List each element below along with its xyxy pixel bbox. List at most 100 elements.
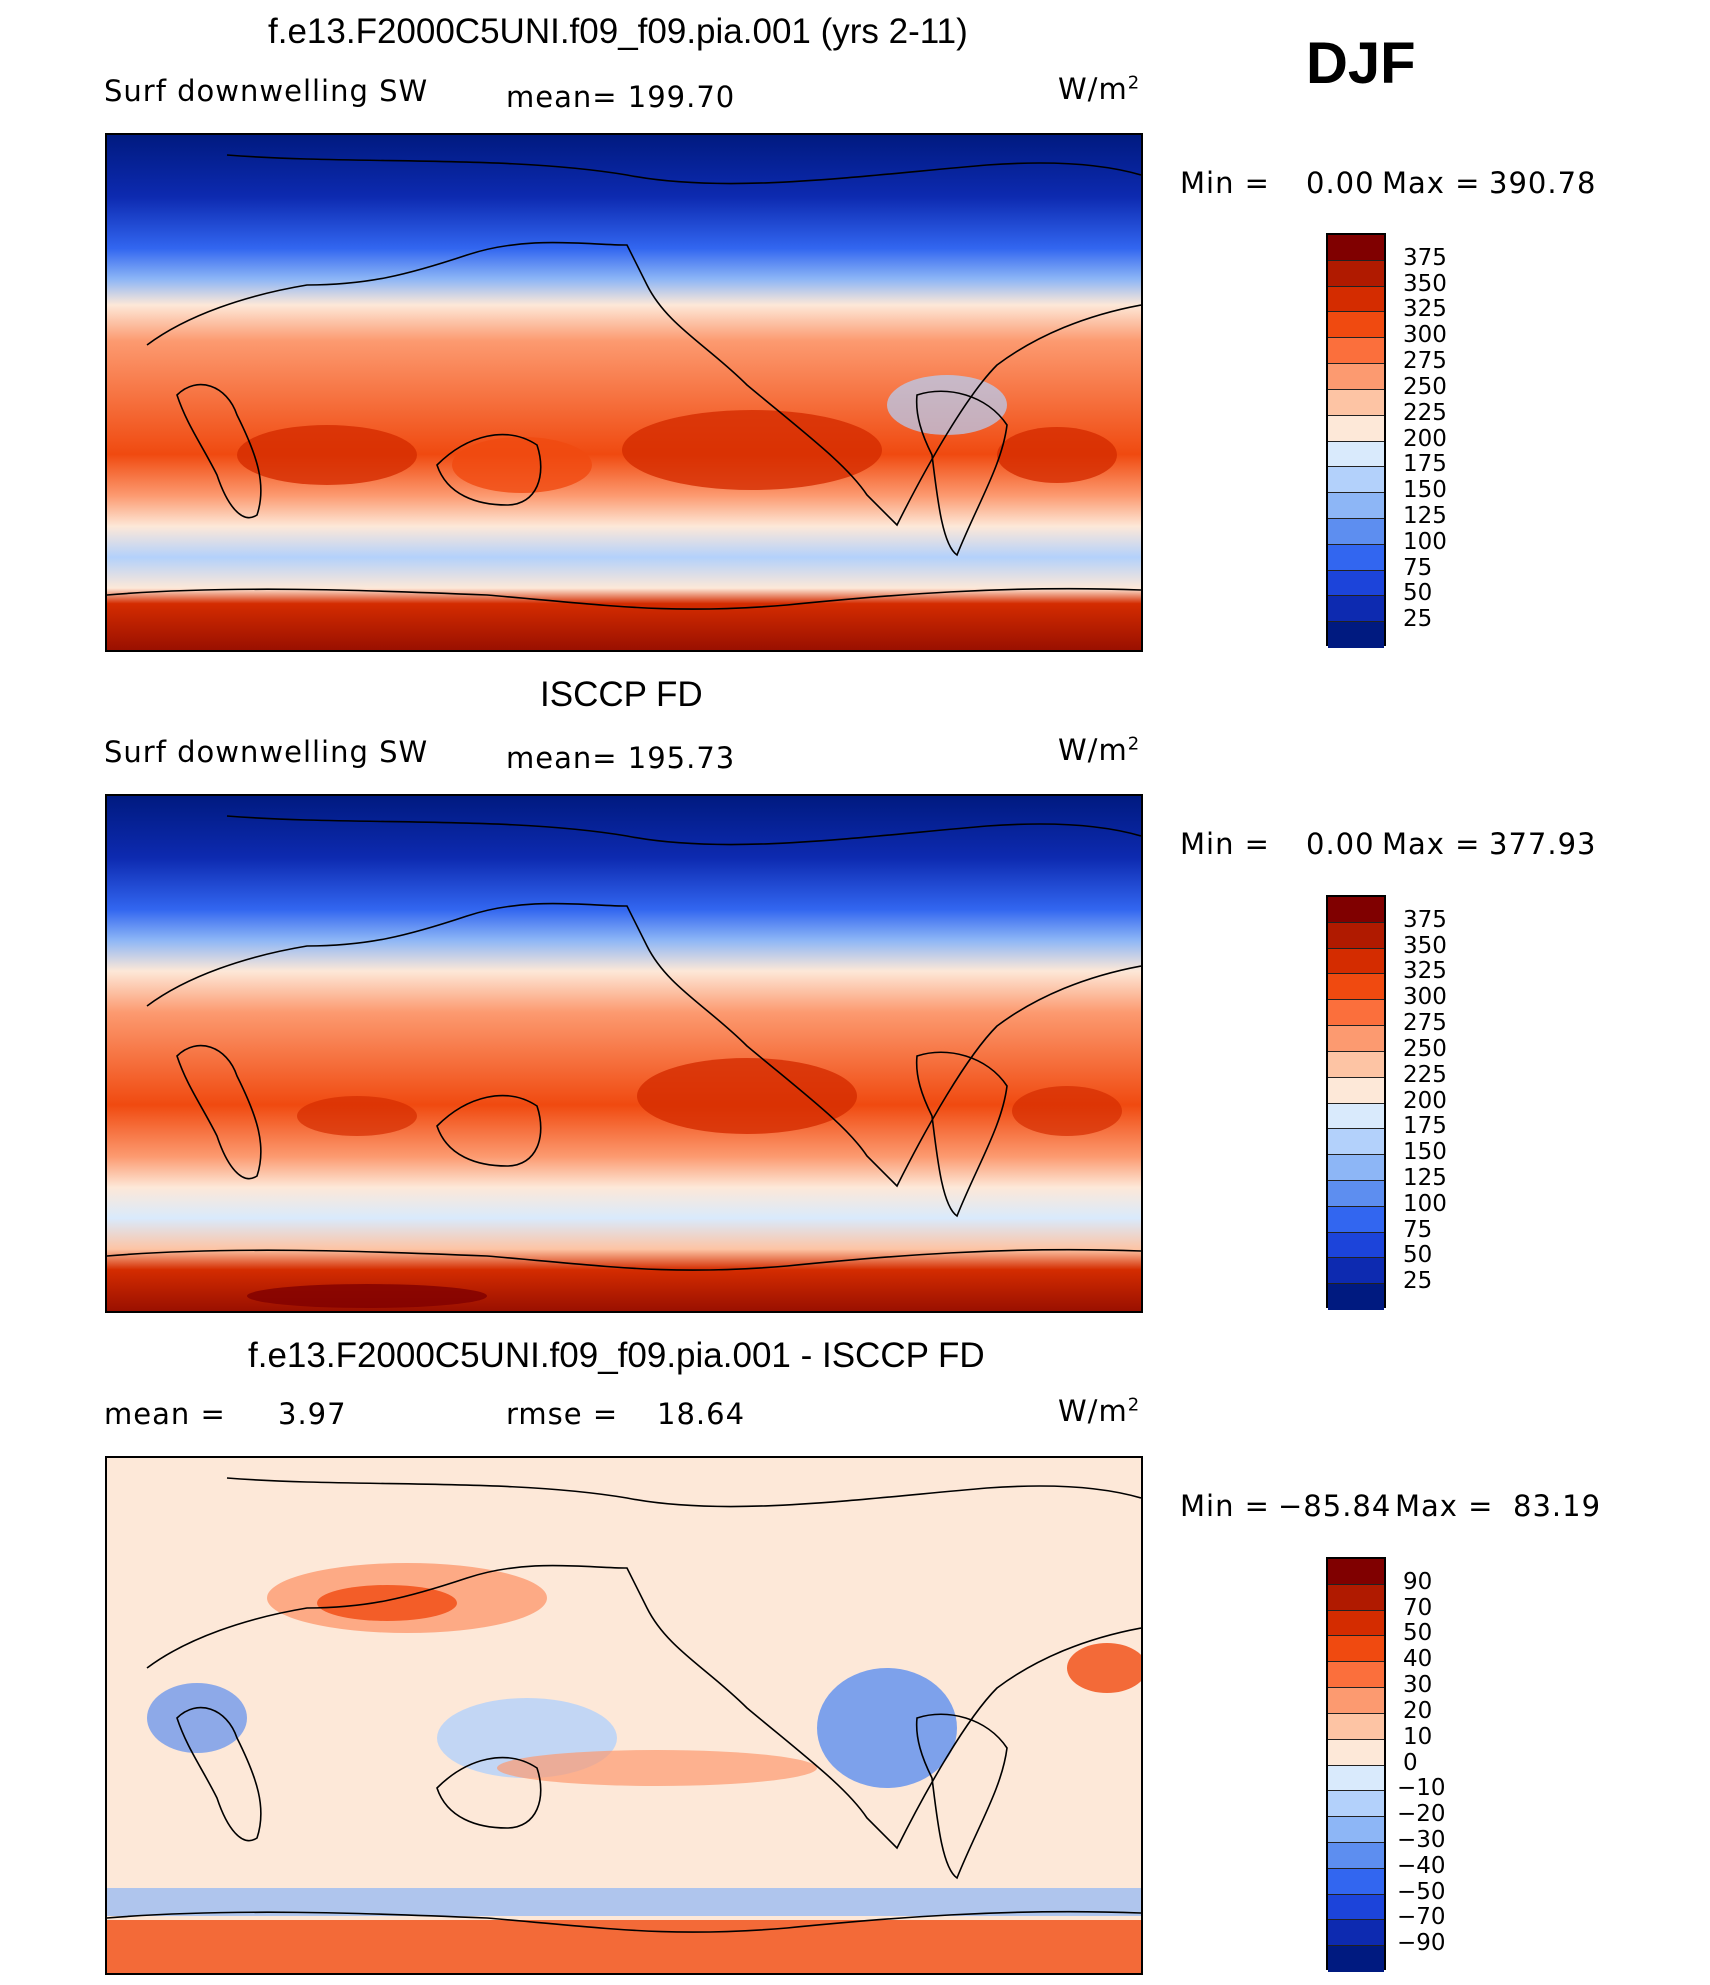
- colorbar-swatch: [1328, 1584, 1384, 1611]
- panel1-max-value: 390.78: [1489, 166, 1597, 200]
- colorbar-tick-label: 275: [1403, 348, 1447, 375]
- panel2-map: [105, 794, 1143, 1313]
- panel3-rmse-label: rmse =: [506, 1397, 619, 1431]
- panel2-map-graphic: [107, 796, 1141, 1311]
- panel2-min-label: Min =: [1180, 827, 1270, 861]
- colorbar-tick-label: 325: [1403, 958, 1447, 985]
- panel1-colorbar: [1326, 233, 1386, 648]
- panel3-min-label: Min =: [1180, 1489, 1270, 1523]
- colorbar-tick-label: −30: [1397, 1826, 1446, 1853]
- colorbar-swatch: [1328, 286, 1384, 313]
- colorbar-tick-label: 125: [1403, 1164, 1447, 1191]
- panel2-title: ISCCP FD: [540, 675, 703, 714]
- colorbar-swatch: [1328, 948, 1384, 975]
- colorbar-swatch: [1328, 389, 1384, 416]
- colorbar-swatch: [1328, 922, 1384, 949]
- colorbar-swatch: [1328, 467, 1384, 494]
- colorbar-swatch: [1328, 1765, 1384, 1792]
- colorbar-tick-label: 50: [1403, 1620, 1433, 1647]
- panel3-title: f.e13.F2000C5UNI.f09_f09.pia.001 - ISCCP…: [248, 1336, 985, 1375]
- colorbar-tick-label: −40: [1397, 1852, 1446, 1879]
- colorbar-tick-label: 225: [1403, 1061, 1447, 1088]
- colorbar-swatch: [1328, 1791, 1384, 1818]
- colorbar-swatch: [1328, 1206, 1384, 1233]
- colorbar-swatch: [1328, 570, 1384, 597]
- colorbar-swatch: [1328, 1284, 1384, 1310]
- colorbar-swatch: [1328, 897, 1384, 923]
- colorbar-tick-label: 200: [1403, 425, 1447, 452]
- panel1-max-label: Max =: [1382, 166, 1481, 200]
- season-label: DJF: [1306, 31, 1416, 96]
- colorbar-tick-label: 75: [1403, 554, 1433, 581]
- panel1-min-value: 0.00: [1306, 166, 1375, 200]
- panel3-map: [105, 1456, 1143, 1975]
- panel1-units: W/m2: [1058, 72, 1141, 106]
- panel1-mean: mean= 199.70: [506, 80, 736, 114]
- colorbar-swatch: [1328, 544, 1384, 571]
- panel1-map-graphic: [107, 135, 1141, 650]
- colorbar-swatch: [1328, 1662, 1384, 1689]
- colorbar-swatch: [1328, 1868, 1384, 1895]
- colorbar-swatch: [1328, 441, 1384, 468]
- colorbar-tick-label: −70: [1397, 1904, 1446, 1931]
- colorbar-tick-label: 50: [1403, 1242, 1433, 1269]
- colorbar-swatch: [1328, 1713, 1384, 1740]
- colorbar-swatch: [1328, 493, 1384, 519]
- colorbar-swatch: [1328, 1817, 1384, 1843]
- colorbar-tick-label: 225: [1403, 399, 1447, 426]
- colorbar-tick-label: 175: [1403, 451, 1447, 478]
- colorbar-swatch: [1328, 1946, 1384, 1972]
- colorbar-swatch: [1328, 338, 1384, 365]
- colorbar-swatch: [1328, 1103, 1384, 1130]
- colorbar-tick-label: −50: [1397, 1878, 1446, 1905]
- colorbar-tick-label: 250: [1403, 373, 1447, 400]
- colorbar-tick-label: 350: [1403, 932, 1447, 959]
- colorbar-tick-label: 100: [1403, 1190, 1447, 1217]
- panel1-title: f.e13.F2000C5UNI.f09_f09.pia.001 (yrs 2-…: [268, 12, 968, 51]
- colorbar-swatch: [1328, 974, 1384, 1001]
- colorbar-tick-label: 250: [1403, 1035, 1447, 1062]
- panel2-units: W/m2: [1058, 733, 1141, 767]
- panel2-mean: mean= 195.73: [506, 741, 736, 775]
- panel3-mean-label: mean =: [104, 1397, 226, 1431]
- colorbar-tick-label: −20: [1397, 1801, 1446, 1828]
- panel1-min-label: Min =: [1180, 166, 1270, 200]
- colorbar-swatch: [1328, 260, 1384, 287]
- panel3-rmse-value: 18.64: [657, 1397, 746, 1431]
- colorbar-swatch: [1328, 1920, 1384, 1947]
- panel3-map-graphic: [107, 1458, 1141, 1973]
- colorbar-tick-label: 125: [1403, 502, 1447, 529]
- colorbar-swatch: [1328, 1258, 1384, 1285]
- colorbar-swatch: [1328, 1842, 1384, 1869]
- colorbar-tick-label: −90: [1397, 1930, 1446, 1957]
- colorbar-tick-label: 10: [1403, 1723, 1433, 1750]
- colorbar-tick-label: 150: [1403, 1139, 1447, 1166]
- panel3-max-value: 83.19: [1513, 1489, 1602, 1523]
- colorbar-tick-label: 350: [1403, 270, 1447, 297]
- colorbar-tick-label: 20: [1403, 1697, 1433, 1724]
- colorbar-swatch: [1328, 1051, 1384, 1078]
- colorbar-swatch: [1328, 1129, 1384, 1156]
- colorbar-swatch: [1328, 364, 1384, 390]
- colorbar-tick-label: 300: [1403, 984, 1447, 1011]
- colorbar-swatch: [1328, 1636, 1384, 1663]
- colorbar-tick-label: −10: [1397, 1775, 1446, 1802]
- colorbar-swatch: [1328, 1026, 1384, 1052]
- colorbar-tick-label: 375: [1403, 244, 1447, 271]
- colorbar-tick-label: 175: [1403, 1113, 1447, 1140]
- colorbar-tick-label: 325: [1403, 296, 1447, 323]
- panel2-variable: Surf downwelling SW: [104, 735, 429, 769]
- colorbar-tick-label: 100: [1403, 528, 1447, 555]
- colorbar-swatch: [1328, 1688, 1384, 1714]
- colorbar-swatch: [1328, 1077, 1384, 1104]
- panel3-min-value: −85.84: [1278, 1489, 1392, 1523]
- colorbar-swatch: [1328, 518, 1384, 545]
- colorbar-swatch: [1328, 1739, 1384, 1766]
- colorbar-tick-label: 300: [1403, 322, 1447, 349]
- panel3-mean-value: 3.97: [278, 1397, 347, 1431]
- colorbar-tick-label: 150: [1403, 477, 1447, 504]
- colorbar-swatch: [1328, 1894, 1384, 1921]
- colorbar-swatch: [1328, 1610, 1384, 1637]
- colorbar-swatch: [1328, 1559, 1384, 1585]
- colorbar-tick-label: 90: [1403, 1568, 1433, 1595]
